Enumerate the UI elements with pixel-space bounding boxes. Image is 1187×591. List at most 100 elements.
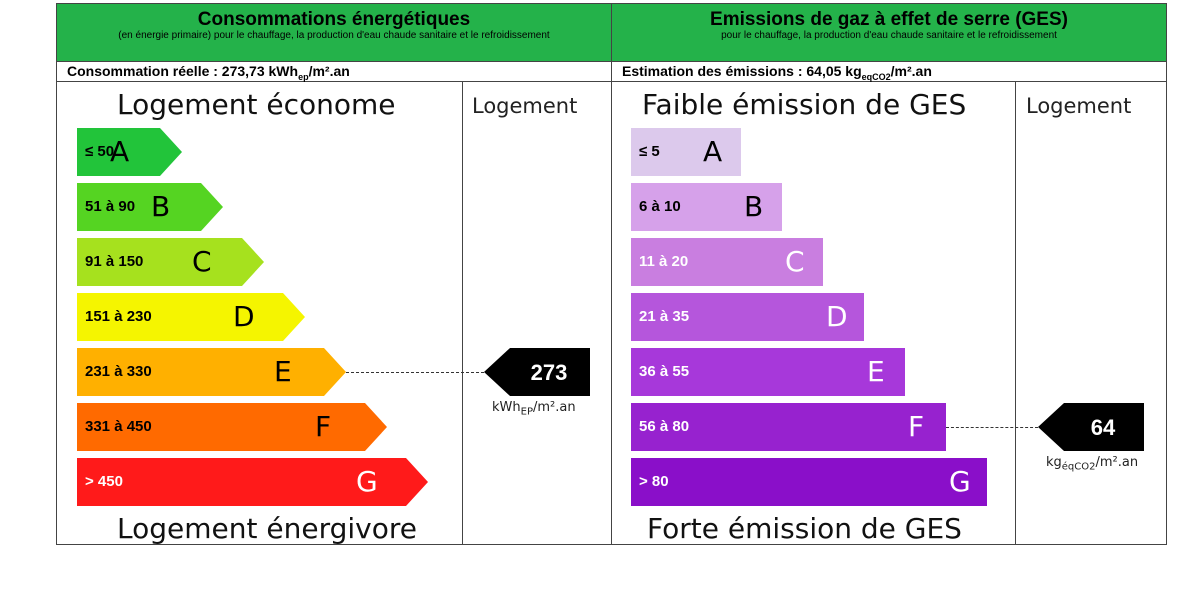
ges-real-sub: eqCO2 xyxy=(861,71,891,82)
band-shape-b xyxy=(77,183,223,231)
band-range-label: 21 à 35 xyxy=(639,308,690,325)
marker-arrow: 273 xyxy=(484,348,590,396)
energy-consumption-panel: Consommations énergétiques (en énergie p… xyxy=(57,4,612,545)
band-letter: D xyxy=(826,300,848,333)
ges-real-emissions: Estimation des émissions : 64,05 kgeqCO2… xyxy=(612,61,1166,82)
band-shape-d xyxy=(631,293,864,341)
ges-real-unit: /m².an xyxy=(890,63,932,79)
marker-unit-sub: EP xyxy=(520,406,533,418)
band-bar-b xyxy=(631,183,782,231)
ges-real-label: Estimation des émissions : 64,05 kg xyxy=(622,63,862,79)
band-letter: C xyxy=(192,245,212,278)
band-bar-f xyxy=(77,403,387,451)
band-shape-d xyxy=(77,293,305,341)
band-letter: E xyxy=(867,355,885,388)
band-shape-c xyxy=(77,238,264,286)
ges-top-label: Faible émission de GES xyxy=(642,88,967,121)
band-range-label: 331 à 450 xyxy=(85,418,152,435)
energy-column-title: Logement xyxy=(472,94,578,118)
band-letter: F xyxy=(315,410,332,443)
band-range-label: 11 à 20 xyxy=(639,253,689,270)
energy-chart-body: Logement économe Logement énergivore Log… xyxy=(57,82,611,545)
band-bar-e xyxy=(631,348,905,396)
band-range-label: 56 à 80 xyxy=(639,418,690,435)
ges-header-title: Emissions de gaz à effet de serre (GES) xyxy=(710,9,1068,30)
band-bar-b xyxy=(77,183,223,231)
band-bar-a xyxy=(631,128,741,176)
band-letter: D xyxy=(233,300,255,333)
band-shape-a xyxy=(77,128,182,176)
band-c: 11 à 20 C xyxy=(631,238,823,286)
energy-top-label: Logement économe xyxy=(117,88,396,121)
band-a: ≤ 50 A xyxy=(77,128,182,176)
band-g: > 450 G xyxy=(77,458,428,506)
marker-unit: kgéqCO2/m².an xyxy=(1046,455,1138,473)
marker-arrow: 64 xyxy=(1038,403,1144,451)
band-letter: B xyxy=(151,190,171,223)
band-b: 51 à 90 B xyxy=(77,183,223,231)
band-shape-f xyxy=(631,403,946,451)
band-letter: E xyxy=(274,355,292,388)
band-shape-e xyxy=(631,348,905,396)
energy-header-title: Consommations énergétiques xyxy=(197,9,471,30)
band-range-label: 151 à 230 xyxy=(85,308,152,325)
band-shape-g xyxy=(631,458,987,506)
band-f: 331 à 450 F xyxy=(77,403,387,451)
band-c: 91 à 150 C xyxy=(77,238,264,286)
ges-emissions-panel: Emissions de gaz à effet de serre (GES) … xyxy=(612,4,1166,545)
band-letter: A xyxy=(110,135,130,168)
band-letter: F xyxy=(908,410,925,443)
marker-value: 64 xyxy=(1091,415,1116,440)
ges-logement-column xyxy=(1015,82,1016,544)
marker-unit-sub: éqCO2 xyxy=(1061,461,1096,473)
band-bar-g xyxy=(77,458,428,506)
band-bar-a xyxy=(77,128,182,176)
band-bar-g xyxy=(631,458,987,506)
band-d: 151 à 230 D xyxy=(77,293,305,341)
band-letter: B xyxy=(744,190,764,223)
marker-unit: kWhEP/m².an xyxy=(492,400,576,418)
energy-real-consumption: Consommation réelle : 273,73 kWhep/m².an xyxy=(57,61,611,82)
ges-header: Emissions de gaz à effet de serre (GES) … xyxy=(612,4,1166,61)
marker-unit-main: kWh xyxy=(492,400,521,415)
band-e: 36 à 55 E xyxy=(631,348,905,396)
band-range-label: 36 à 55 xyxy=(639,363,690,380)
band-shape-b xyxy=(631,183,782,231)
band-bar-e xyxy=(77,348,346,396)
band-range-label: ≤ 5 xyxy=(639,143,660,160)
energy-label-frame: Consommations énergétiques (en énergie p… xyxy=(56,3,1167,545)
band-shape-c xyxy=(631,238,823,286)
ges-bottom-label: Forte émission de GES xyxy=(647,512,962,545)
band-bar-d xyxy=(631,293,864,341)
band-bar-c xyxy=(77,238,264,286)
band-f: 56 à 80 F xyxy=(631,403,946,451)
band-letter: G xyxy=(949,465,971,498)
band-range-label: ≤ 50 xyxy=(85,143,115,160)
band-range-label: 231 à 330 xyxy=(85,363,152,380)
energy-bottom-label: Logement énergivore xyxy=(117,512,417,545)
band-shape-f xyxy=(77,403,387,451)
band-bar-f xyxy=(631,403,946,451)
band-e: 231 à 330 E xyxy=(77,348,346,396)
marker-connector-line xyxy=(946,427,1038,428)
energy-header-subtitle: (en énergie primaire) pour le chauffage,… xyxy=(118,30,550,41)
band-shape-e xyxy=(77,348,346,396)
band-range-label: 51 à 90 xyxy=(85,198,136,215)
band-range-label: 6 à 10 xyxy=(639,198,681,215)
ges-header-subtitle: pour le chauffage, la production d'eau c… xyxy=(721,30,1057,41)
band-range-label: > 450 xyxy=(85,473,123,490)
marker-arrow-shape xyxy=(1038,403,1144,451)
band-shape-a xyxy=(631,128,741,176)
band-range-label: > 80 xyxy=(639,473,669,490)
band-bar-c xyxy=(631,238,823,286)
energy-real-unit: /m².an xyxy=(308,63,350,79)
marker-unit-tail: /m².an xyxy=(1095,455,1139,470)
band-g: > 80 G xyxy=(631,458,987,506)
energy-logement-column xyxy=(462,82,463,544)
marker-arrow-shape xyxy=(484,348,590,396)
band-shape-g xyxy=(77,458,428,506)
band-range-label: 91 à 150 xyxy=(85,253,144,270)
band-d: 21 à 35 D xyxy=(631,293,864,341)
band-a: ≤ 5 A xyxy=(631,128,741,176)
marker-value: 273 xyxy=(531,360,568,385)
